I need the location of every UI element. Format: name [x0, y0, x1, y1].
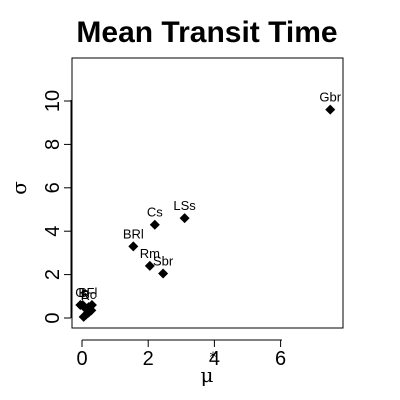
data-point [158, 269, 168, 279]
x-axis-label-subscript: * [210, 350, 217, 366]
y-tick-label: 4 [42, 226, 64, 237]
y-tick-label: 2 [42, 269, 64, 280]
data-point [180, 213, 190, 223]
plot-frame [72, 58, 343, 328]
x-tick-label: 2 [143, 348, 154, 370]
point-label: LSs [173, 198, 196, 213]
point-label: Gbr [319, 90, 341, 105]
y-axis-label: σ [7, 181, 31, 195]
y-tick-label: 6 [42, 182, 64, 193]
x-axis-label: μ [201, 363, 214, 387]
x-tick-label: 0 [76, 348, 87, 370]
y-ticks: 0 2 4 6 8 10 [42, 90, 71, 324]
point-label: BRl [123, 226, 144, 241]
point-label: G [75, 285, 85, 300]
y-tick-label: 10 [42, 90, 64, 112]
y-tick-label: 0 [42, 312, 64, 323]
point-label: Sbr [153, 254, 174, 269]
point-label: Cs [147, 205, 163, 220]
y-tick-label: 8 [42, 139, 64, 150]
x-tick-label: 6 [275, 348, 286, 370]
data-point [150, 220, 160, 230]
data-point [128, 241, 138, 251]
data-point [325, 105, 335, 115]
chart-title: Mean Transit Time [76, 16, 337, 49]
